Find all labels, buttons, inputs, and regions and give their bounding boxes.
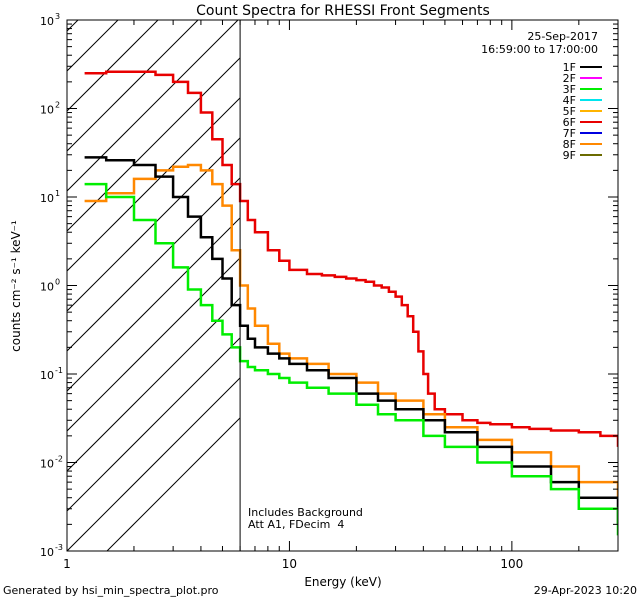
x-tick-label: 1 [63, 557, 71, 571]
legend-label: 7F [563, 127, 576, 140]
series-group [84, 70, 618, 536]
legend-label: 2F [563, 72, 576, 85]
series-line-3F [84, 182, 618, 536]
legend-label: 3F [563, 83, 576, 96]
y-axis-label: counts cm⁻² s⁻¹ keV⁻¹ [9, 220, 23, 352]
y-tick-exponent: 3 [55, 12, 60, 21]
legend-label: 8F [563, 138, 576, 151]
series-line-1F [84, 156, 618, 525]
hatch-line [67, 137, 241, 312]
annotation-background: Includes Background [248, 506, 363, 519]
y-tick-label: 10 [40, 15, 54, 28]
footer-timestamp: 29-Apr-2023 10:20 [534, 584, 637, 597]
generated-by-label: Generated by hsi_min_spectra_plot.pro [3, 584, 219, 597]
y-tick-label: 10 [40, 192, 54, 205]
plot-frame [66, 19, 619, 552]
hatch-line [67, 20, 199, 152]
y-tick-exponent: 2 [55, 101, 60, 110]
chart-title: Count Spectra for RHESSI Front Segments [196, 3, 490, 19]
legend-label: 6F [563, 116, 576, 129]
x-tick-label: 100 [500, 557, 523, 571]
y-tick-label: 10 [40, 369, 54, 382]
y-tick-label: 10 [40, 281, 54, 294]
y-tick-exponent: -1 [55, 366, 63, 375]
y-tick-label: 10 [40, 546, 54, 559]
legend-label: 9F [563, 149, 576, 162]
y-tick-exponent: 0 [55, 278, 60, 287]
hatch-line [67, 20, 239, 192]
x-tick-labels: 1 10 100 [63, 557, 523, 571]
hatch-line [67, 217, 241, 392]
series-line-8F [84, 163, 618, 498]
legend-label: 4F [563, 94, 576, 107]
series-line-6F [84, 70, 618, 447]
y-tick-label: 10 [40, 104, 54, 117]
annotation-attenuator: Att A1, FDecim 4 [248, 518, 344, 531]
shaded-region [67, 20, 241, 551]
y-tick-exponent: -3 [55, 543, 63, 552]
hatch-line [67, 57, 241, 232]
y-tick-exponent: 1 [55, 189, 60, 198]
axis-ticks [66, 20, 619, 552]
hatch-line [67, 20, 119, 72]
date-label: 25-Sep-2017 [527, 30, 598, 43]
y-tick-label: 10 [40, 458, 54, 471]
hatch-line [67, 297, 241, 472]
x-axis-label: Energy (keV) [304, 575, 381, 589]
hatch-line [67, 337, 241, 512]
x-tick-label: 10 [282, 557, 297, 571]
legend-label: 5F [563, 105, 576, 118]
hatch-line [67, 20, 159, 112]
legend-label: 1F [563, 61, 576, 74]
time-range-label: 16:59:00 to 17:00:00 [481, 43, 598, 56]
y-tick-exponent: -2 [55, 455, 63, 464]
hatch-line [106, 417, 241, 551]
hatch-line [67, 257, 241, 432]
hatch-line [67, 177, 241, 352]
hatch-line [67, 377, 241, 551]
